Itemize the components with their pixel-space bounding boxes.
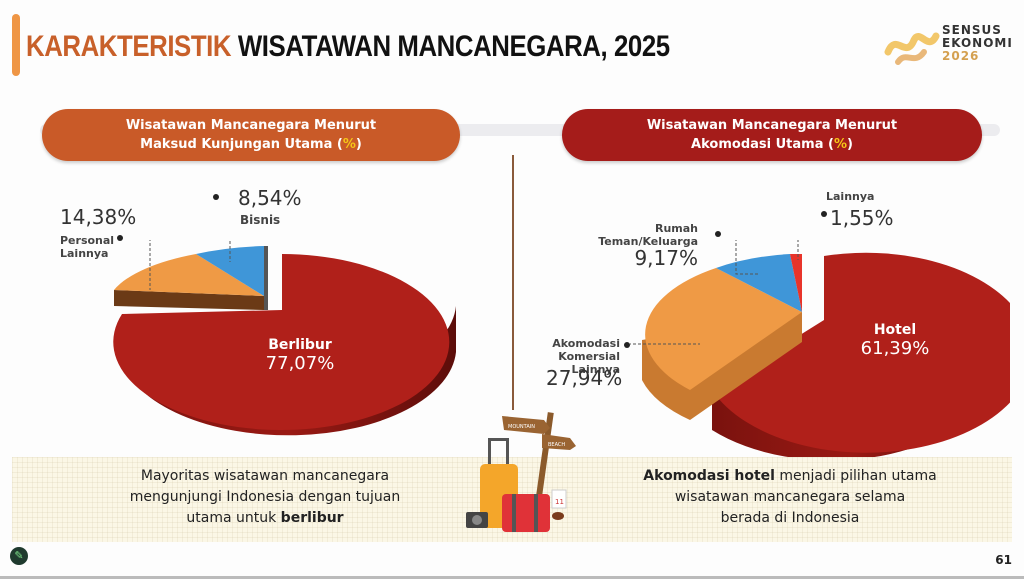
slice-akomodasi-komersial bbox=[645, 268, 802, 390]
leader-dot bbox=[715, 231, 721, 237]
svg-text:11: 11 bbox=[555, 498, 564, 506]
akomodasi-komersial-value: 27,94% bbox=[546, 366, 623, 390]
right-chart-heading: Wisatawan Mancanegara Menurut Akomodasi … bbox=[562, 109, 982, 161]
lainnya-value: 1,55% bbox=[830, 206, 894, 230]
personal-lainnya-label: Personal Lainnya bbox=[60, 234, 115, 260]
right-summary-text: Akomodasi hotel menjadi pilihan utama wi… bbox=[643, 468, 937, 526]
pie-chart-maksud-kunjungan bbox=[113, 240, 456, 436]
travel-luggage-illustration-icon: MOUNTAIN BEACH 11 bbox=[466, 412, 576, 532]
slice-bisnis bbox=[196, 246, 264, 296]
lainnya-label: Lainnya bbox=[826, 190, 875, 203]
pencil-icon[interactable]: ✎ bbox=[10, 547, 28, 565]
left-chart-heading: Wisatawan Mancanegara Menurut Maksud Kun… bbox=[42, 109, 460, 161]
leader-dot bbox=[213, 194, 219, 200]
title-highlight: KARAKTERISTIK bbox=[26, 30, 232, 63]
akomodasi-komersial-label: Akomodasi Komersial Lainnya bbox=[552, 337, 620, 376]
bisnis-value: 8,54% bbox=[238, 186, 302, 210]
rumah-teman-keluarga-label: Rumah Teman/Keluarga bbox=[598, 222, 698, 248]
pie-chart-akomodasi bbox=[630, 240, 1010, 460]
leader-dot bbox=[624, 342, 630, 348]
left-heading-line2: Maksud Kunjungan Utama (%) bbox=[140, 137, 362, 152]
sensus-ekonomi-logo-icon bbox=[884, 32, 940, 65]
slice-personal-lainnya bbox=[114, 254, 264, 296]
logo-year: 2026 bbox=[942, 49, 980, 63]
title-rest: WISATAWAN MANCANEGARA, 2025 bbox=[231, 30, 670, 63]
slice-hotel bbox=[712, 252, 1010, 453]
slice-lainnya bbox=[790, 253, 802, 312]
berlibur-inner-label: Berlibur 77,07% bbox=[265, 337, 335, 374]
logo-line-1: SENSUS bbox=[942, 23, 1002, 37]
slice-berlibur bbox=[113, 254, 450, 430]
svg-text:BEACH: BEACH bbox=[548, 442, 565, 448]
center-divider bbox=[512, 155, 514, 410]
bottom-border bbox=[0, 576, 1024, 579]
leader-dot bbox=[117, 235, 123, 241]
personal-lainnya-value: 14,38% bbox=[60, 205, 137, 229]
slice-rumah-teman-keluarga bbox=[716, 254, 802, 312]
svg-text:MOUNTAIN: MOUNTAIN bbox=[508, 424, 535, 430]
page-number: 61 bbox=[995, 553, 1012, 567]
hotel-inner-label: Hotel 61,39% bbox=[860, 322, 930, 359]
page-title: KARAKTERISTIK WISATAWAN MANCANEGARA, 202… bbox=[26, 30, 670, 64]
title-accent-bar bbox=[12, 14, 20, 76]
rumah-teman-keluarga-value: 9,17% bbox=[634, 246, 698, 270]
right-heading-line2: Akomodasi Utama (%) bbox=[691, 137, 853, 152]
logo-text: SENSUS EKONOMI 2026 bbox=[942, 24, 1013, 63]
left-summary-text: Mayoritas wisatawan mancanegara mengunju… bbox=[129, 468, 401, 526]
right-heading-line1: Wisatawan Mancanegara Menurut bbox=[646, 118, 898, 133]
leader-dot bbox=[821, 211, 827, 217]
left-heading-line1: Wisatawan Mancanegara Menurut bbox=[125, 118, 377, 133]
logo-line-2: EKONOMI bbox=[942, 36, 1013, 50]
bisnis-label: Bisnis bbox=[240, 213, 281, 227]
